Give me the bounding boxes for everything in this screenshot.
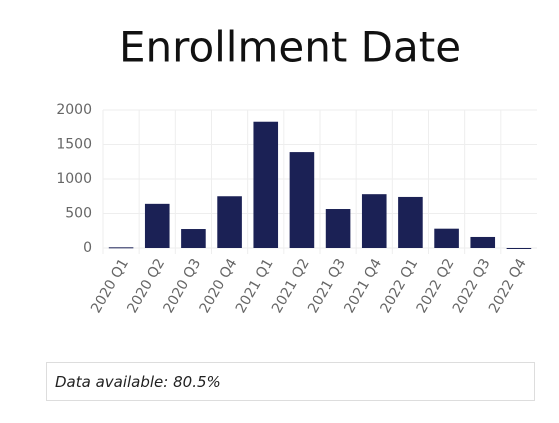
- bar: [361, 194, 387, 248]
- y-tick-label: 2000: [56, 102, 92, 118]
- chart-title: Enrollment Date: [119, 23, 461, 72]
- bar: [181, 229, 206, 248]
- bar: [398, 196, 423, 248]
- y-tick-label: 1000: [56, 171, 92, 187]
- y-tick-label: 500: [65, 206, 92, 222]
- bar: [470, 236, 496, 248]
- y-tick-label: 1500: [56, 137, 92, 153]
- bar: [108, 247, 134, 249]
- bar: [325, 209, 351, 248]
- bar: [144, 203, 170, 248]
- bar: [253, 121, 279, 248]
- bar: [434, 228, 459, 248]
- bar: [289, 152, 315, 248]
- bar: [506, 248, 532, 249]
- bar: [217, 196, 242, 248]
- y-tick-label: 0: [83, 240, 92, 256]
- data-availability-note: Data available: 80.5%: [46, 362, 535, 401]
